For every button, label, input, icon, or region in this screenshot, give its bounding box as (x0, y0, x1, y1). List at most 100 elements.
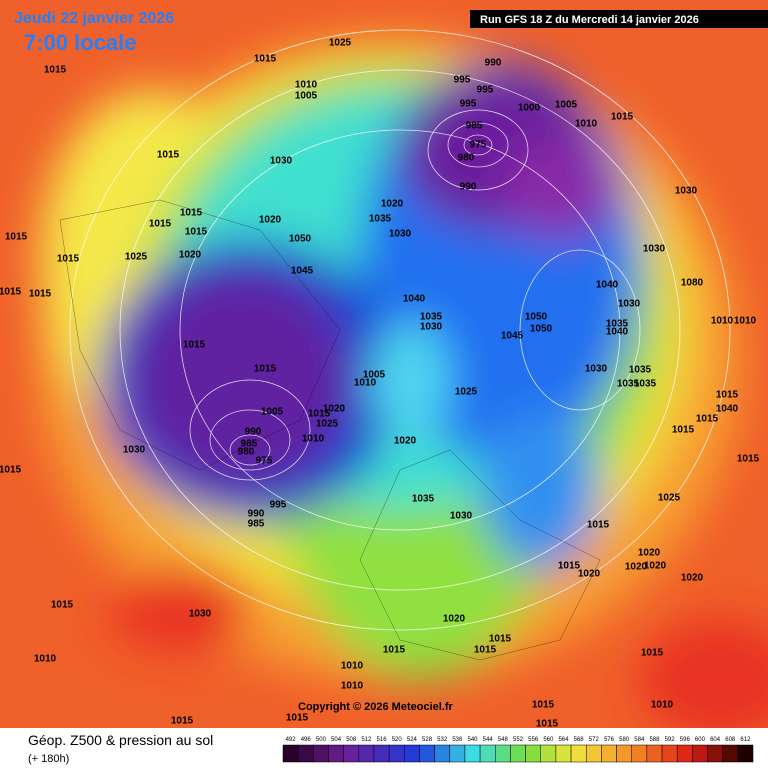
isobar-label: 1015 (44, 65, 67, 76)
isobar-label: 1010 (302, 434, 325, 445)
scale-label: 548 (498, 737, 509, 743)
isobar-label: 1020 (638, 548, 661, 559)
scale-label: 520 (392, 737, 403, 743)
scale-label: 564 (558, 737, 569, 743)
isobar-label: 1040 (403, 294, 426, 305)
scale-swatch (510, 744, 526, 763)
isobar-label: 1035 (634, 379, 657, 390)
isobar-label: 985 (466, 121, 483, 132)
isobar-label: 995 (454, 75, 471, 86)
isobar-label: 1010 (711, 316, 734, 327)
isobar-label: 1015 (185, 227, 208, 238)
isobar-label: 1040 (596, 280, 619, 291)
scale-swatch (661, 744, 678, 763)
isobar-label: 1010 (341, 681, 364, 692)
isobar-label: 975 (470, 140, 487, 151)
scale-label: 536 (452, 737, 463, 743)
scale-label: 528 (422, 737, 433, 743)
isobar-label: 1015 (611, 112, 634, 123)
isobar-label: 1015 (180, 208, 203, 219)
color-scale: 492 496 500 504 508 512 516 520 524 528 532 536 540 5… (282, 737, 754, 763)
scale-swatch (328, 744, 344, 763)
isobar-label: 1005 (363, 370, 386, 381)
isobar-label: 1015 (536, 719, 559, 730)
isobar-label: 990 (248, 509, 265, 520)
scale-label: 612 (740, 737, 751, 743)
isobar-label: 1015 (489, 634, 512, 645)
isobar-label: 1080 (681, 278, 704, 289)
isobar-label: 1010 (651, 700, 674, 711)
scale-label: 544 (483, 737, 494, 743)
isobar-label: 1030 (270, 156, 293, 167)
scale-swatch (540, 744, 557, 763)
isobar-label: 1035 (420, 312, 443, 323)
scale-label: 556 (528, 737, 539, 743)
isobar-label: 1015 (286, 713, 309, 724)
isobar-label: 1015 (157, 150, 180, 161)
isobar-label: 1015 (183, 340, 206, 351)
scale-swatch (616, 744, 632, 763)
isobar-label: 1015 (696, 414, 719, 425)
scale-label: 492 (286, 737, 297, 743)
scale-label: 524 (407, 737, 418, 743)
isobar-label: 1050 (525, 312, 548, 323)
isobar-label: 1015 (57, 254, 80, 265)
isobar-label: 975 (256, 456, 273, 467)
isobar-label: 1015 (5, 232, 28, 243)
isobar-label: 1020 (179, 250, 202, 261)
isobar-label: 1005 (295, 91, 318, 102)
isobar-label: 1030 (450, 511, 473, 522)
isobar-label: 1015 (737, 454, 760, 465)
geopotential-field (0, 0, 768, 728)
isobar-label: 1005 (555, 100, 578, 111)
scale-label: 560 (543, 737, 554, 743)
isobar-label: 1015 (383, 645, 406, 656)
isobar-label: 1015 (51, 600, 74, 611)
isobar-label: 995 (460, 99, 477, 110)
scale-swatch (601, 744, 617, 763)
isobar-label: 1015 (254, 364, 277, 375)
isobar-label: 1015 (29, 289, 52, 300)
run-info: Run GFS 18 Z du Mercredi 14 janvier 2026 (480, 14, 699, 26)
isobar-label: 1015 (149, 219, 172, 230)
isobar-label: 1025 (316, 419, 339, 430)
isobar-label: 1010 (575, 119, 598, 130)
scale-label: 516 (377, 737, 388, 743)
scale-swatch (676, 744, 693, 763)
isobar-label: 1030 (585, 364, 608, 375)
scale-label: 568 (574, 737, 585, 743)
isobar-label: 1035 (412, 494, 435, 505)
scale-label: 592 (665, 737, 676, 743)
scale-label: 588 (649, 737, 660, 743)
scale-swatch (495, 744, 511, 763)
isobar-label: 995 (477, 85, 494, 96)
isobar-label: 1025 (658, 493, 681, 504)
isobar-label: 1035 (606, 319, 629, 330)
scale-label: 508 (346, 737, 357, 743)
isobar-label: 1030 (189, 609, 212, 620)
isobar-label: 1015 (558, 561, 581, 572)
isobar-label: 1000 (518, 103, 541, 114)
isobar-label: 980 (238, 447, 255, 458)
scale-swatch (722, 744, 739, 763)
isobar-label: 1020 (625, 562, 648, 573)
isobar-label: 1015 (672, 425, 695, 436)
isobar-label: 1030 (389, 229, 412, 240)
isobar-label: 1015 (254, 54, 277, 65)
footer-lead: (+ 180h) (28, 753, 69, 765)
scale-label: 580 (619, 737, 630, 743)
scale-label: 552 (513, 737, 524, 743)
date: Jeudi 22 janvier 2026 (14, 10, 174, 27)
scale-swatch (282, 744, 299, 763)
isobar-label: 1045 (291, 266, 314, 277)
isobar-label: 990 (245, 427, 262, 438)
isobar-label: 1040 (606, 327, 629, 338)
isobar-label: 1020 (381, 199, 404, 210)
scale-label: 596 (680, 737, 691, 743)
isobar-label: 1015 (716, 390, 739, 401)
isobar-label: 1010 (34, 654, 57, 665)
scale-label: 512 (361, 737, 372, 743)
time: 7:00 locale (24, 30, 137, 55)
isobar-label: 1025 (125, 252, 148, 263)
scale-label: 532 (437, 737, 448, 743)
